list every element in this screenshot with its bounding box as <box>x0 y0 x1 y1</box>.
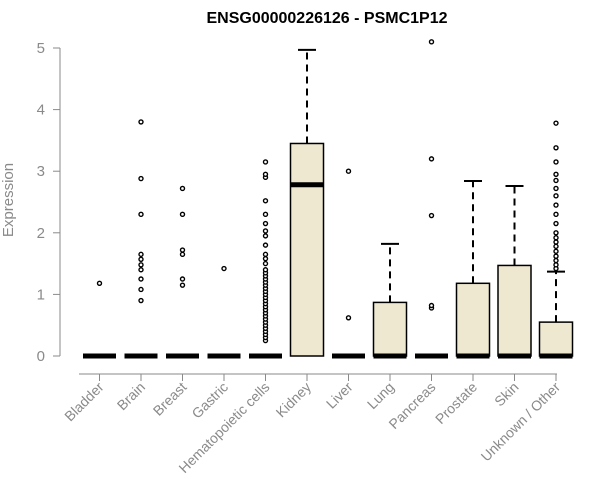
outlier-point <box>553 262 559 268</box>
outlier-point <box>262 233 269 239</box>
outlier-point <box>262 251 269 258</box>
outlier-point <box>553 177 559 184</box>
box-2 <box>166 185 199 359</box>
box-body <box>372 301 408 357</box>
outlier-point <box>262 267 269 273</box>
outlier-point <box>179 276 186 282</box>
plot-area <box>83 39 574 359</box>
outlier-point <box>138 267 144 273</box>
outlier-point <box>221 265 227 272</box>
outlier-point <box>262 242 269 248</box>
outlier-point <box>138 256 144 262</box>
outlier-point <box>553 253 559 259</box>
outlier-point <box>262 260 269 267</box>
outlier-point <box>553 193 559 199</box>
box-0 <box>83 280 116 359</box>
chart-title: ENSG00000226126 - PSMC1P12 <box>206 10 447 27</box>
outlier-point <box>179 282 186 288</box>
outlier-point <box>262 171 269 177</box>
x-tick-label: Bladder <box>61 379 107 425</box>
y-axis-ticks: 0 1 2 3 4 5 <box>37 40 60 365</box>
y-tick-label: 4 <box>37 102 45 119</box>
outlier-point <box>428 302 435 309</box>
outlier-point <box>179 247 186 253</box>
outlier-point <box>553 120 559 126</box>
outlier-point <box>138 211 144 218</box>
outlier-point <box>96 280 103 287</box>
outlier-point <box>179 211 186 218</box>
outlier-point <box>138 297 144 304</box>
outlier-point <box>553 220 559 227</box>
outlier-point <box>553 248 559 254</box>
outlier-point <box>553 230 559 236</box>
x-tick-label: Liver <box>323 379 356 412</box>
outlier-point <box>138 286 144 293</box>
outlier-point <box>428 39 435 45</box>
x-tick-label: Prostate <box>432 379 480 427</box>
outlier-point <box>428 156 435 162</box>
outlier-point <box>553 202 559 208</box>
box-3 <box>207 265 241 359</box>
outlier-point <box>138 119 144 125</box>
box-7 <box>372 242 408 359</box>
outlier-point <box>262 228 269 234</box>
outlier-point <box>262 198 269 204</box>
outlier-point <box>428 212 435 219</box>
x-tick-label: Breast <box>150 379 190 419</box>
x-tick-label: Unknown / Other <box>478 379 564 465</box>
x-tick-label: Lung <box>364 379 397 412</box>
box-4 <box>249 159 282 359</box>
y-tick-label: 0 <box>37 348 45 365</box>
y-tick-label: 5 <box>37 40 45 57</box>
outlier-point <box>262 220 269 227</box>
outlier-point <box>553 239 559 245</box>
y-tick-label: 3 <box>37 163 45 180</box>
y-tick-label: 2 <box>37 225 45 242</box>
box-body <box>497 264 532 357</box>
outlier-point <box>262 255 269 262</box>
x-tick-label: Brain <box>114 379 148 413</box>
outlier-point <box>553 257 559 264</box>
outlier-point <box>138 251 144 258</box>
outlier-point <box>179 251 186 258</box>
outlier-point <box>553 159 559 165</box>
x-tick-label: Kidney <box>273 379 315 421</box>
outlier-point <box>553 235 559 241</box>
box-10 <box>497 184 532 359</box>
box-6 <box>332 168 365 359</box>
box-body <box>538 321 574 357</box>
outlier-point <box>138 175 144 182</box>
box-body <box>455 282 491 357</box>
outlier-point <box>138 262 144 268</box>
outlier-point <box>138 276 144 282</box>
y-axis-label: Expression <box>0 163 17 237</box>
box-5 <box>289 48 325 357</box>
box-11 <box>538 120 574 359</box>
outlier-point <box>553 145 559 151</box>
outlier-point <box>179 185 186 192</box>
outlier-point <box>345 168 352 174</box>
outlier-point <box>553 171 559 177</box>
outlier-point <box>262 159 269 165</box>
outlier-point <box>345 315 352 321</box>
outlier-point <box>553 243 559 250</box>
x-tick-label: Skin <box>491 379 522 410</box>
box-8 <box>415 39 448 359</box>
box-9 <box>455 180 491 359</box>
box-body <box>289 142 325 357</box>
outlier-point <box>553 185 559 192</box>
outlier-point <box>553 211 559 218</box>
outlier-point <box>262 211 269 218</box>
box-1 <box>124 119 158 359</box>
y-tick-label: 1 <box>37 286 45 303</box>
